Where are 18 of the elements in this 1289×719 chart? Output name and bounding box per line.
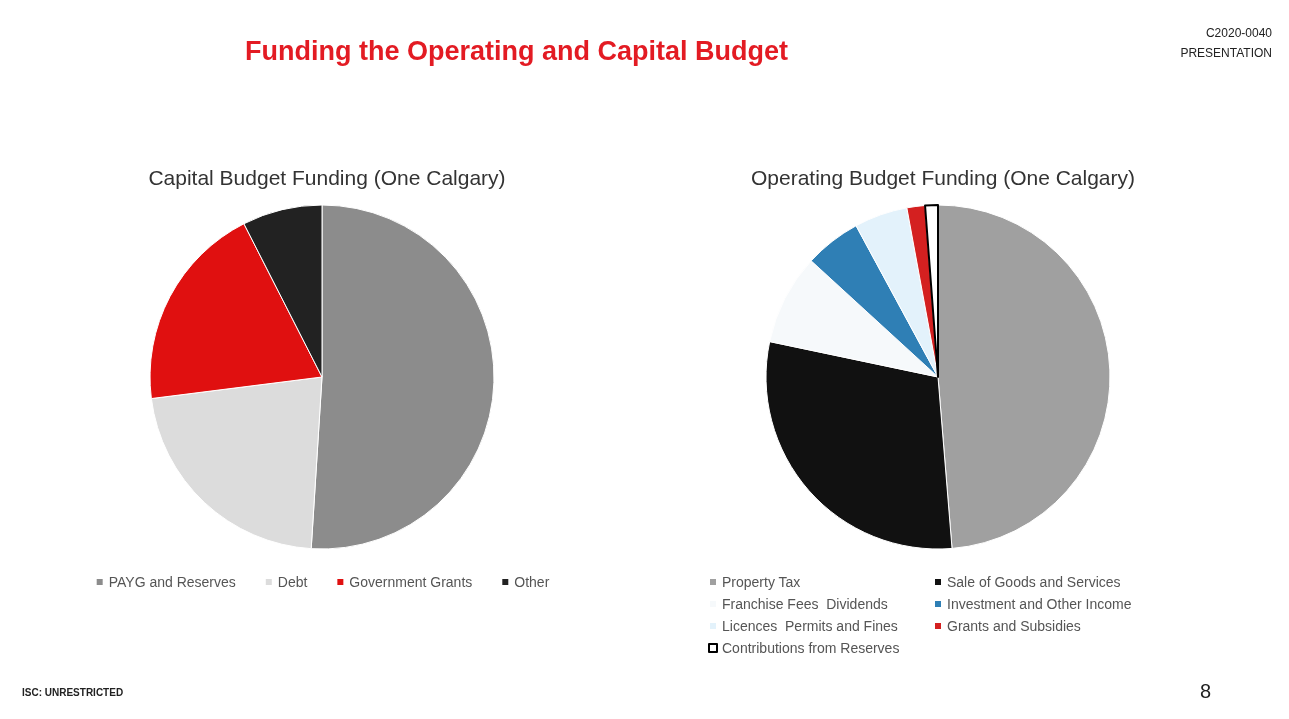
legend-label: Franchise Fees Dividends xyxy=(722,596,888,612)
text: 8 xyxy=(1200,680,1212,703)
text: PRESENTATION xyxy=(1180,46,1272,60)
text: C2020-0040 xyxy=(1205,26,1272,40)
legend-label: Licences Permits and Fines xyxy=(722,618,898,634)
legend-label: Government Grants xyxy=(349,574,473,590)
legend-label: Debt xyxy=(277,574,308,590)
legend-label: Property Tax xyxy=(722,574,801,590)
legend-label: Grants and Subsidies xyxy=(947,618,1081,634)
legend-label: PAYG and Reserves xyxy=(108,574,236,590)
text: ISC: UNRESTRICTED xyxy=(22,687,124,698)
chart-title: Operating Budget Funding (One Calgary) xyxy=(750,166,1136,189)
text: Funding the Operating and Capital Budget xyxy=(245,36,788,67)
legend-label: Sale of Goods and Services xyxy=(947,574,1121,590)
legend-label: Other xyxy=(514,574,550,590)
legend-label: Contributions from Reserves xyxy=(722,640,900,656)
chart-title: Capital Budget Funding (One Calgary) xyxy=(148,166,506,189)
legend-label: Investment and Other Income xyxy=(947,596,1132,612)
